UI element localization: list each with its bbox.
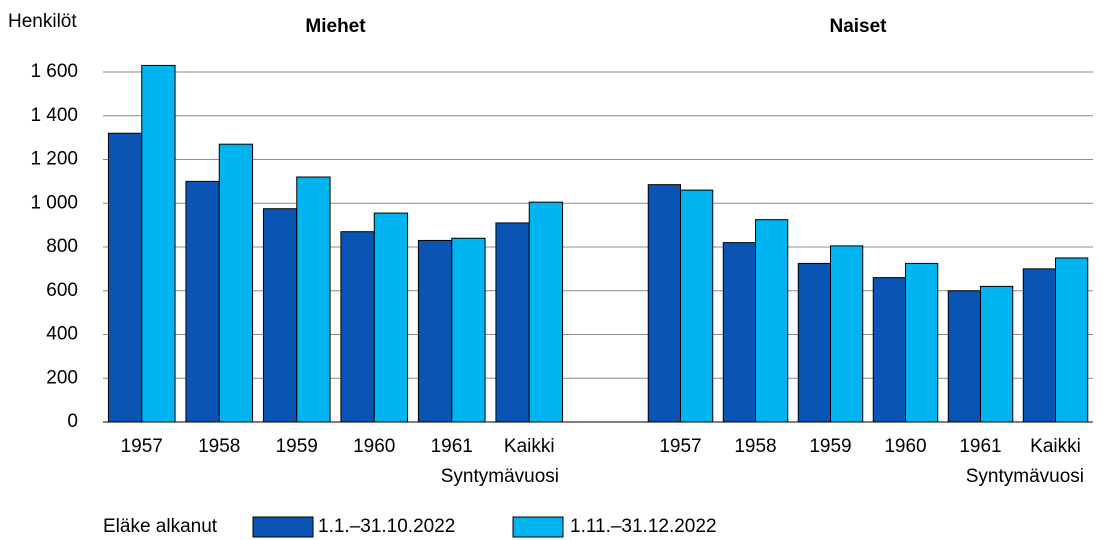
x-tick-label: 1958 [198, 436, 240, 457]
y-tick-label: 400 [46, 324, 78, 345]
x-axis-label: Syntymävuosi [966, 466, 1084, 487]
bar [872, 277, 906, 423]
bar [680, 189, 714, 423]
y-tick-label: 1 200 [30, 149, 78, 170]
y-tick-label: 200 [46, 367, 78, 388]
bar [980, 285, 1014, 423]
x-tick-label: Kaikki [504, 436, 555, 457]
legend-swatch [512, 516, 564, 538]
bar [722, 242, 756, 423]
bar [417, 239, 453, 423]
bar [647, 184, 681, 423]
bar [947, 290, 981, 423]
bar [185, 180, 220, 423]
x-tick-label: 1959 [809, 436, 851, 457]
y-tick-label: 1 000 [30, 192, 78, 213]
y-tick-label: 600 [46, 280, 78, 301]
bar [755, 219, 789, 423]
y-tick-label: 0 [67, 411, 78, 432]
x-axis-label: Syntymävuosi [441, 466, 559, 487]
bar [1055, 257, 1089, 423]
x-tick-label: 1958 [734, 436, 776, 457]
bar [340, 231, 375, 423]
y-tick-label: 800 [46, 236, 78, 257]
legend-label: 1.11.–31.12.2022 [570, 516, 717, 537]
bar [797, 262, 831, 423]
bar [495, 222, 530, 423]
x-tick-label: 1961 [431, 436, 473, 457]
x-tick-label: 1961 [959, 436, 1001, 457]
legend-label: 1.1.–31.10.2022 [318, 516, 455, 537]
legend-title: Eläke alkanut [103, 516, 218, 537]
x-tick-label: Kaikki [1030, 436, 1081, 457]
y-tick-label: 1 600 [30, 61, 78, 82]
y-tick-label: 1 400 [30, 105, 78, 126]
x-tick-label: 1960 [353, 436, 395, 457]
x-tick-label: 1957 [659, 436, 701, 457]
bar [262, 208, 298, 423]
x-tick-label: 1957 [121, 436, 163, 457]
bar [830, 245, 864, 423]
panel-title: Miehet [305, 16, 366, 37]
bar [451, 237, 486, 423]
panel-title: Naiset [829, 16, 887, 37]
bar [373, 212, 409, 423]
bar [296, 176, 331, 423]
y-axis-label: Henkilöt [8, 11, 77, 32]
bar [528, 201, 564, 423]
bar [141, 64, 176, 423]
x-tick-label: 1959 [276, 436, 318, 457]
legend-swatch [252, 516, 314, 538]
bar [1022, 268, 1056, 423]
bar [905, 262, 939, 423]
bar [107, 132, 143, 423]
x-tick-label: 1960 [884, 436, 926, 457]
bar [218, 143, 254, 423]
